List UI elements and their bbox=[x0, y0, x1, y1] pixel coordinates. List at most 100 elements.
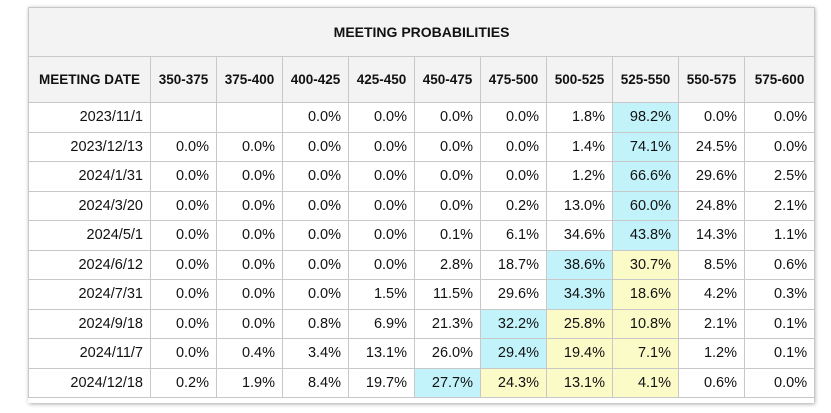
column-header-350-375: 350-375 bbox=[150, 56, 217, 103]
probability-cell: 0.0% bbox=[348, 249, 415, 280]
meeting-date-cell: 2023/11/1 bbox=[28, 102, 151, 133]
column-header-475-500: 475-500 bbox=[480, 56, 547, 103]
probability-cell: 0.0% bbox=[348, 161, 415, 192]
probability-cell: 6.9% bbox=[348, 308, 415, 339]
probability-cell: 0.0% bbox=[743, 367, 816, 398]
header-row: MEETING DATE 350-375 375-400 400-425 425-450… bbox=[28, 56, 816, 103]
probability-cell: 0.6% bbox=[678, 367, 745, 398]
probability-cell: 0.0% bbox=[480, 102, 547, 133]
probability-cell: 0.0% bbox=[414, 102, 481, 133]
table-body: 2023/11/1 0.0% 0.0% 0.0% 0.0% 1.8% 98.2% 0.0% 0.… bbox=[28, 102, 816, 398]
probability-cell: 8.5% bbox=[678, 249, 745, 280]
probability-cell: 18.7% bbox=[480, 249, 547, 280]
probability-cell: 4.2% bbox=[678, 279, 745, 310]
probability-cell: 1.9% bbox=[216, 367, 283, 398]
probability-cell: 29.6% bbox=[480, 279, 547, 310]
probability-cell: 43.8% bbox=[612, 220, 679, 251]
probability-cell: 24.8% bbox=[678, 190, 745, 221]
table-row: 2023/11/1 0.0% 0.0% 0.0% 0.0% 1.8% 98.2% 0.0% 0.… bbox=[28, 102, 816, 133]
meeting-date-cell: 2024/9/18 bbox=[28, 308, 151, 339]
column-header-500-525: 500-525 bbox=[546, 56, 613, 103]
probability-cell: 0.0% bbox=[216, 190, 283, 221]
table-row: 2024/9/18 0.0% 0.0% 0.8% 6.9% 21.3% 32.2% 25.8%… bbox=[28, 308, 816, 339]
probability-cell: 32.2% bbox=[480, 308, 547, 339]
probability-cell: 27.7% bbox=[414, 367, 481, 398]
probabilities-table: MEETING PROBABILITIES MEETING DATE 350-37… bbox=[27, 7, 816, 398]
probability-cell: 18.6% bbox=[612, 279, 679, 310]
meeting-date-cell: 2024/5/1 bbox=[28, 220, 151, 251]
probability-cell: 0.0% bbox=[282, 131, 349, 162]
meeting-date-cell: 2024/12/18 bbox=[28, 367, 151, 398]
probability-cell: 3.4% bbox=[282, 338, 349, 369]
probability-cell: 1.1% bbox=[743, 220, 816, 251]
probability-cell: 0.0% bbox=[150, 161, 217, 192]
probability-cell: 0.0% bbox=[480, 161, 547, 192]
table-row: 2024/6/12 0.0% 0.0% 0.0% 0.0% 2.8% 18.7% 38.6% 3… bbox=[28, 249, 816, 280]
column-header-meeting-date: MEETING DATE bbox=[28, 56, 151, 103]
probability-cell bbox=[216, 102, 283, 133]
probability-cell: 66.6% bbox=[612, 161, 679, 192]
probability-cell: 19.7% bbox=[348, 367, 415, 398]
probability-cell: 38.6% bbox=[546, 249, 613, 280]
probability-cell: 0.0% bbox=[216, 249, 283, 280]
probability-cell: 0.0% bbox=[678, 102, 745, 133]
probability-cell: 0.0% bbox=[216, 131, 283, 162]
probability-cell: 29.6% bbox=[678, 161, 745, 192]
probability-cell: 29.4% bbox=[480, 338, 547, 369]
probability-cell: 0.2% bbox=[150, 367, 217, 398]
table-title: MEETING PROBABILITIES bbox=[27, 7, 816, 57]
probability-cell: 13.1% bbox=[348, 338, 415, 369]
probability-cell: 60.0% bbox=[612, 190, 679, 221]
probability-cell: 1.4% bbox=[546, 131, 613, 162]
probability-cell: 10.8% bbox=[612, 308, 679, 339]
probability-cell: 0.0% bbox=[150, 338, 217, 369]
probability-cell: 0.8% bbox=[282, 308, 349, 339]
probability-cell: 0.2% bbox=[480, 190, 547, 221]
meeting-date-cell: 2024/7/31 bbox=[28, 279, 151, 310]
column-header-550-575: 550-575 bbox=[678, 56, 745, 103]
probability-cell: 0.1% bbox=[414, 220, 481, 251]
probability-cell: 0.0% bbox=[282, 102, 349, 133]
meeting-date-cell: 2024/11/7 bbox=[28, 338, 151, 369]
probability-cell: 0.0% bbox=[282, 161, 349, 192]
probability-cell: 0.0% bbox=[348, 220, 415, 251]
probability-cell: 26.0% bbox=[414, 338, 481, 369]
table-row: 2024/3/20 0.0% 0.0% 0.0% 0.0% 0.0% 0.2% 13.0% 60… bbox=[28, 190, 816, 221]
probability-cell: 8.4% bbox=[282, 367, 349, 398]
probability-cell: 25.8% bbox=[546, 308, 613, 339]
probability-cell: 0.6% bbox=[743, 249, 816, 280]
probability-cell: 24.3% bbox=[480, 367, 547, 398]
probability-cell: 0.0% bbox=[743, 102, 816, 133]
probability-cell: 0.0% bbox=[348, 102, 415, 133]
column-header-525-550: 525-550 bbox=[612, 56, 679, 103]
table-row: 2024/11/7 0.0% 0.4% 3.4% 13.1% 26.0% 29.4% 19.4… bbox=[28, 338, 816, 369]
probability-cell: 6.1% bbox=[480, 220, 547, 251]
probability-cell: 0.0% bbox=[150, 190, 217, 221]
meeting-date-cell: 2024/1/31 bbox=[28, 161, 151, 192]
probability-cell: 1.5% bbox=[348, 279, 415, 310]
probability-cell: 34.3% bbox=[546, 279, 613, 310]
probability-cell: 1.8% bbox=[546, 102, 613, 133]
probability-cell: 0.0% bbox=[282, 190, 349, 221]
meeting-date-cell: 2024/6/12 bbox=[28, 249, 151, 280]
probability-cell: 0.0% bbox=[150, 279, 217, 310]
probability-cell: 0.0% bbox=[216, 220, 283, 251]
probability-cell: 98.2% bbox=[612, 102, 679, 133]
probability-cell: 0.0% bbox=[150, 131, 217, 162]
table-row: 2024/12/18 0.2% 1.9% 8.4% 19.7% 27.7% 24.3% 13.… bbox=[28, 367, 816, 398]
probability-cell bbox=[150, 102, 217, 133]
probability-cell: 34.6% bbox=[546, 220, 613, 251]
probability-cell: 21.3% bbox=[414, 308, 481, 339]
table-row: 2023/12/13 0.0% 0.0% 0.0% 0.0% 0.0% 0.0% 1.4% 74… bbox=[28, 131, 816, 162]
column-header-375-400: 375-400 bbox=[216, 56, 283, 103]
probability-cell: 0.0% bbox=[216, 308, 283, 339]
meeting-date-cell: 2023/12/13 bbox=[28, 131, 151, 162]
probability-cell: 0.0% bbox=[150, 249, 217, 280]
probability-cell: 7.1% bbox=[612, 338, 679, 369]
probability-cell: 0.0% bbox=[414, 131, 481, 162]
probability-cell: 0.1% bbox=[743, 308, 816, 339]
table-row: 2024/1/31 0.0% 0.0% 0.0% 0.0% 0.0% 0.0% 1.2% 66.… bbox=[28, 161, 816, 192]
probability-cell: 2.8% bbox=[414, 249, 481, 280]
probability-cell: 1.2% bbox=[546, 161, 613, 192]
probability-cell: 0.0% bbox=[743, 131, 816, 162]
